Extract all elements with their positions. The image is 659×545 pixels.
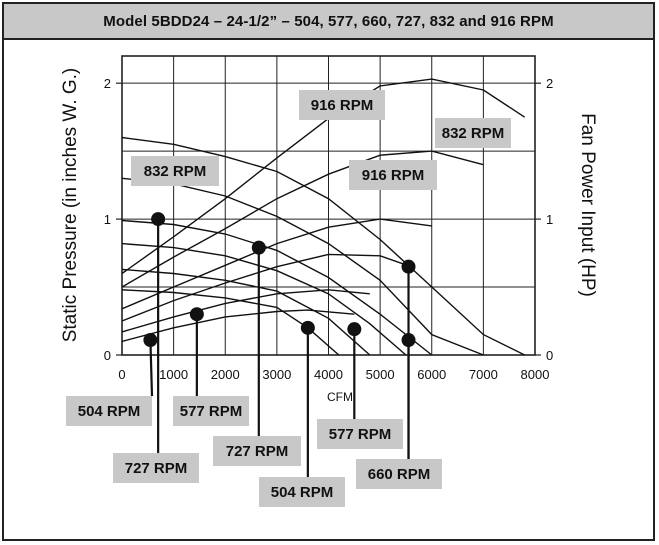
x-axis-label: CFM <box>327 390 353 404</box>
rpm-callout-box <box>349 160 437 190</box>
rpm-callout-label: 504 RPM <box>78 403 141 420</box>
callout-leader <box>149 340 154 397</box>
curve-marker <box>347 322 362 337</box>
rpm-callout-box <box>173 396 249 426</box>
x-tick-label: 0 <box>118 367 125 382</box>
x-tick-label: 1000 <box>159 367 188 382</box>
rpm-callout-label: 577 RPM <box>329 426 392 443</box>
curve-marker <box>143 333 158 348</box>
rpm-callout-label: 916 RPM <box>362 167 425 184</box>
x-tick-label: 4000 <box>314 367 343 382</box>
rpm-callout-label: 727 RPM <box>125 460 188 477</box>
power-curve-504 <box>121 309 355 343</box>
rpm-callout-label: 504 RPM <box>271 484 334 501</box>
x-tick-label: 7000 <box>469 367 498 382</box>
y2-tick-label: 2 <box>546 76 553 91</box>
rpm-callout-label: 916 RPM <box>311 97 374 114</box>
y-tick-label: 2 <box>104 76 111 91</box>
title-bar: Model 5BDD24 – 24-1/2” – 504, 577, 660, … <box>4 4 653 40</box>
pressure-curve-660 <box>121 242 407 356</box>
curve-marker <box>251 240 266 255</box>
rpm-callout-label: 727 RPM <box>226 443 289 460</box>
rpm-callout-label: 832 RPM <box>144 163 207 180</box>
power-curve-832 <box>121 150 484 288</box>
rpm-callout-label: 577 RPM <box>180 403 243 420</box>
power-curve-660 <box>121 253 412 322</box>
rpm-callout-label: 832 RPM <box>442 125 505 142</box>
curve-marker <box>189 307 204 322</box>
y-tick-label: 0 <box>104 348 111 363</box>
power-curve-577 <box>121 289 370 333</box>
rpm-callout-box <box>259 477 345 507</box>
curve-marker <box>401 333 416 348</box>
rpm-callout-label: 660 RPM <box>368 466 431 483</box>
x-tick-label: 5000 <box>366 367 395 382</box>
chart-title: Model 5BDD24 – 24-1/2” – 504, 577, 660, … <box>103 12 554 30</box>
curve-marker <box>401 259 416 274</box>
rpm-callout-box <box>435 118 511 148</box>
power-curve-727 <box>121 218 432 310</box>
rpm-callout-box <box>299 90 385 120</box>
pressure-curve-727 <box>121 219 433 356</box>
y2-tick-label: 1 <box>546 212 553 227</box>
rpm-callout-box <box>213 436 301 466</box>
rpm-callout-box <box>317 419 403 449</box>
rpm-callout-box <box>113 453 199 483</box>
pressure-curve-916 <box>121 136 526 356</box>
curve-marker <box>300 320 315 335</box>
rpm-callout-box <box>66 396 152 426</box>
rpm-callout-box <box>356 459 442 489</box>
y2-axis-label: Fan Power Input (HP) <box>577 113 598 297</box>
pressure-curve-577 <box>121 268 371 356</box>
x-tick-label: 6000 <box>417 367 446 382</box>
y-tick-label: 1 <box>104 212 111 227</box>
rpm-callout-box <box>131 156 219 186</box>
y2-tick-label: 0 <box>546 348 553 363</box>
curve-marker <box>151 212 166 227</box>
x-tick-label: 3000 <box>262 367 291 382</box>
x-tick-label: 2000 <box>211 367 240 382</box>
y-axis-label: Static Pressure (in inches W. G.) <box>60 68 81 343</box>
x-tick-label: 8000 <box>521 367 550 382</box>
